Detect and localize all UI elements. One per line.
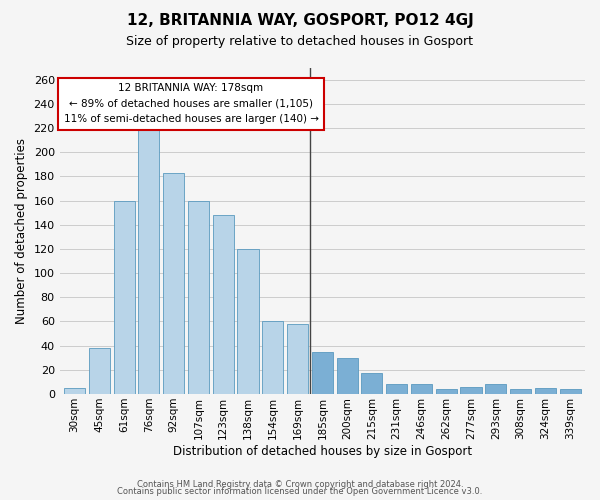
Bar [238,249,259,394]
Bar [460,387,482,394]
Bar [535,388,556,394]
Bar [89,348,110,394]
Bar [510,389,531,394]
Bar [64,388,85,394]
X-axis label: Distribution of detached houses by size in Gosport: Distribution of detached houses by size … [173,444,472,458]
Bar [188,200,209,394]
Bar [287,324,308,394]
Bar [337,358,358,394]
Bar [139,129,160,394]
Bar [485,384,506,394]
Text: 12, BRITANNIA WAY, GOSPORT, PO12 4GJ: 12, BRITANNIA WAY, GOSPORT, PO12 4GJ [127,12,473,28]
Bar [560,389,581,394]
Bar [386,384,407,394]
Bar [361,374,382,394]
Bar [411,384,432,394]
Bar [262,322,283,394]
Bar [113,200,134,394]
Text: Contains HM Land Registry data © Crown copyright and database right 2024.: Contains HM Land Registry data © Crown c… [137,480,463,489]
Y-axis label: Number of detached properties: Number of detached properties [15,138,28,324]
Text: Contains public sector information licensed under the Open Government Licence v3: Contains public sector information licen… [118,487,482,496]
Bar [312,352,333,394]
Text: 12 BRITANNIA WAY: 178sqm
← 89% of detached houses are smaller (1,105)
11% of sem: 12 BRITANNIA WAY: 178sqm ← 89% of detach… [64,83,319,124]
Bar [163,172,184,394]
Bar [436,389,457,394]
Bar [212,215,234,394]
Text: Size of property relative to detached houses in Gosport: Size of property relative to detached ho… [127,35,473,48]
